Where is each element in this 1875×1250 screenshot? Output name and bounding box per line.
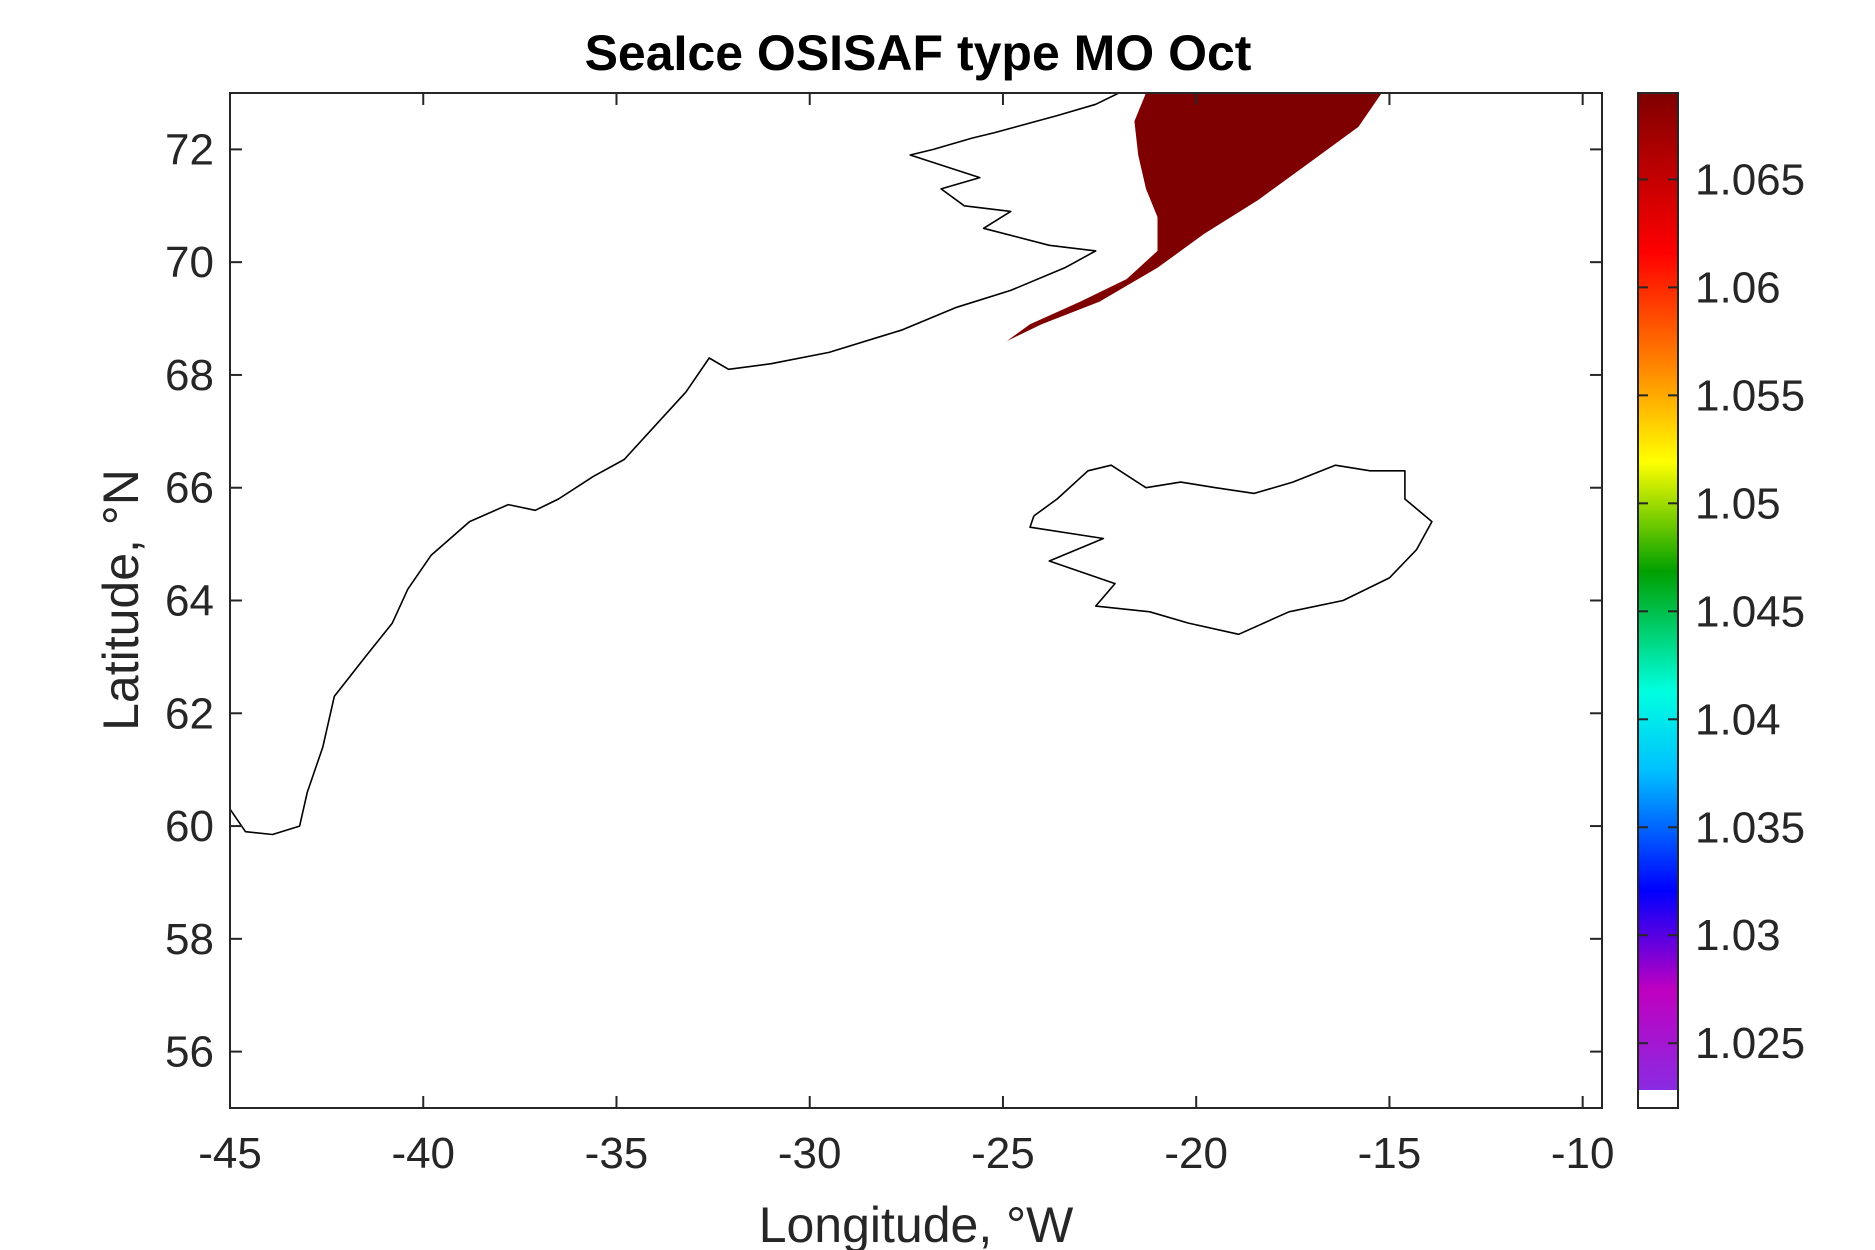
x-tick-label: -10 bbox=[1551, 1129, 1615, 1178]
y-axis: 56 58 60 62 64 66 68 70 72 bbox=[165, 125, 1602, 1077]
x-tick-label: -35 bbox=[585, 1129, 649, 1178]
plot-background bbox=[230, 93, 1602, 1108]
sea-ice-region bbox=[1006, 93, 1382, 342]
colorbar-tick-label: 1.04 bbox=[1695, 695, 1781, 744]
x-axis-label: Longitude, °W bbox=[759, 1197, 1074, 1250]
y-tick-label: 64 bbox=[165, 577, 214, 626]
colorbar-frame bbox=[1637, 92, 1679, 1109]
coastline-greenland bbox=[230, 93, 1120, 836]
colorbar-tick-label: 1.065 bbox=[1695, 155, 1805, 204]
colorbar-tick-label: 1.06 bbox=[1695, 263, 1781, 312]
colorbar-bottom-swatch bbox=[1638, 1090, 1678, 1108]
y-tick-label: 56 bbox=[165, 1028, 214, 1077]
x-tick-label: -45 bbox=[198, 1129, 262, 1178]
x-axis: -45 -40 -35 -30 -25 -20 -15 -10 bbox=[198, 93, 1614, 1178]
y-tick-label: 70 bbox=[165, 238, 214, 287]
x-tick-label: -30 bbox=[778, 1129, 842, 1178]
colorbar: 1.025 1.03 1.035 1.04 1.045 1.05 1.055 1.06 1.06… bbox=[1637, 92, 1805, 1109]
y-axis-label: Latitude, °N bbox=[93, 469, 149, 731]
x-tick-label: -40 bbox=[391, 1129, 455, 1178]
colorbar-ticks: 1.025 1.03 1.035 1.04 1.045 1.05 1.055 1.06 1.06… bbox=[1638, 155, 1805, 1068]
x-tick-label: -20 bbox=[1164, 1129, 1228, 1178]
y-tick-label: 66 bbox=[165, 464, 214, 513]
y-tick-label: 72 bbox=[165, 125, 214, 174]
colorbar-tick-label: 1.05 bbox=[1695, 479, 1781, 528]
x-tick-label: -15 bbox=[1358, 1129, 1422, 1178]
coastline-iceland bbox=[1029, 464, 1433, 636]
coastlines bbox=[230, 93, 1433, 836]
chart-title: SeaIce OSISAF type MO Oct bbox=[585, 25, 1252, 81]
y-tick-label: 62 bbox=[165, 689, 214, 738]
colorbar-gradient bbox=[1638, 93, 1678, 1090]
colorbar-tick-label: 1.035 bbox=[1695, 803, 1805, 852]
colorbar-tick-label: 1.03 bbox=[1695, 911, 1781, 960]
colorbar-tick-label: 1.025 bbox=[1695, 1019, 1805, 1068]
y-tick-label: 68 bbox=[165, 351, 214, 400]
plot-area bbox=[229, 92, 1603, 1109]
x-tick-label: -25 bbox=[971, 1129, 1035, 1178]
colorbar-tick-label: 1.045 bbox=[1695, 587, 1805, 636]
colorbar-tick-label: 1.055 bbox=[1695, 371, 1805, 420]
y-tick-label: 60 bbox=[165, 802, 214, 851]
y-tick-label: 58 bbox=[165, 915, 214, 964]
